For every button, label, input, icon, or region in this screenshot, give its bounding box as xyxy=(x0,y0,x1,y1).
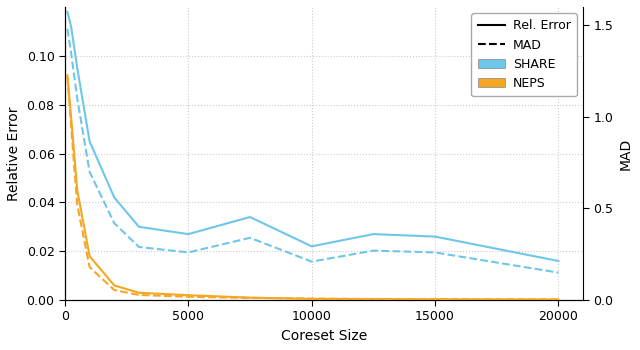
Legend: Rel. Error, MAD, SHARE, NEPS: Rel. Error, MAD, SHARE, NEPS xyxy=(472,13,577,97)
Y-axis label: MAD: MAD xyxy=(619,138,633,170)
X-axis label: Coreset Size: Coreset Size xyxy=(281,329,367,343)
Y-axis label: Relative Error: Relative Error xyxy=(7,106,21,201)
